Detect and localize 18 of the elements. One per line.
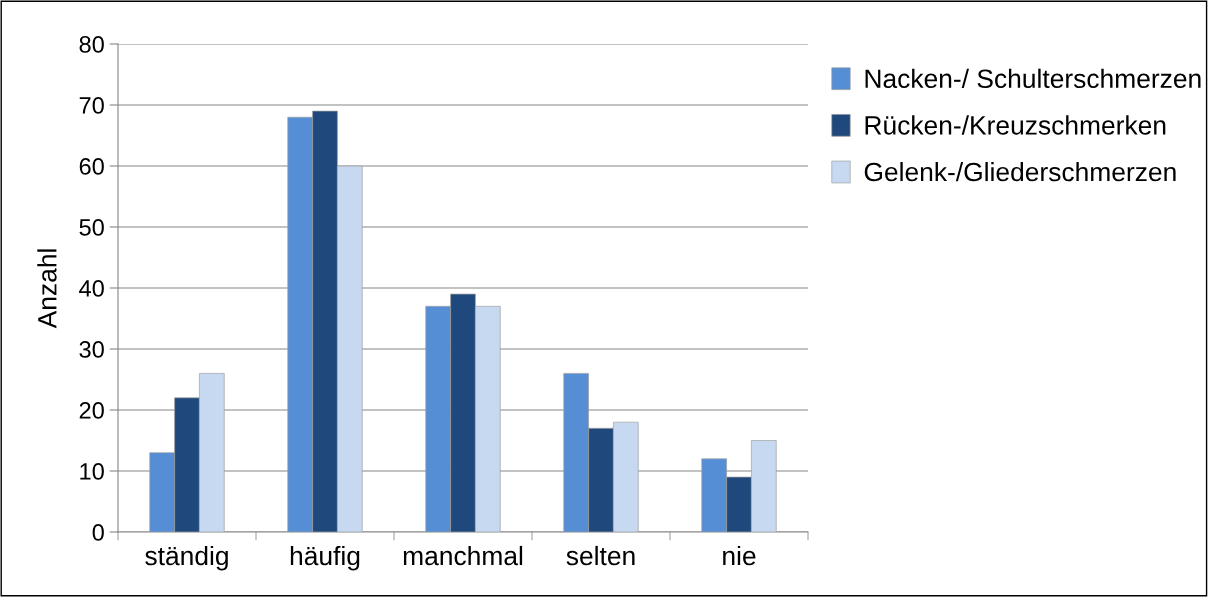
y-tick-label: 80 (79, 36, 104, 53)
x-tick-label: selten (566, 545, 635, 566)
y-tick-label: 50 (79, 219, 104, 236)
x-tick-label: häufig (290, 545, 360, 571)
y-tick-label: 60 (79, 158, 104, 175)
y-axis-title: Anzahl (37, 249, 57, 329)
y-tick-label: 70 (79, 97, 104, 114)
legend-label: Nacken-/ Schulterschmerzen (865, 68, 1201, 89)
x-tick-label: ständig (145, 545, 228, 571)
y-tick-label: 0 (92, 524, 104, 541)
legend-label: Rücken-/Kreuzschmerken (865, 115, 1166, 135)
x-tick-label: nie (723, 545, 756, 566)
x-tick-label: manchmal (403, 545, 523, 566)
y-tick-label: 20 (79, 402, 104, 419)
y-tick-label: 40 (79, 280, 104, 297)
y-tick-label: 30 (79, 341, 104, 358)
legend-label: Gelenk-/Gliederschmerzen (864, 161, 1176, 182)
y-tick-label: 10 (80, 463, 104, 480)
